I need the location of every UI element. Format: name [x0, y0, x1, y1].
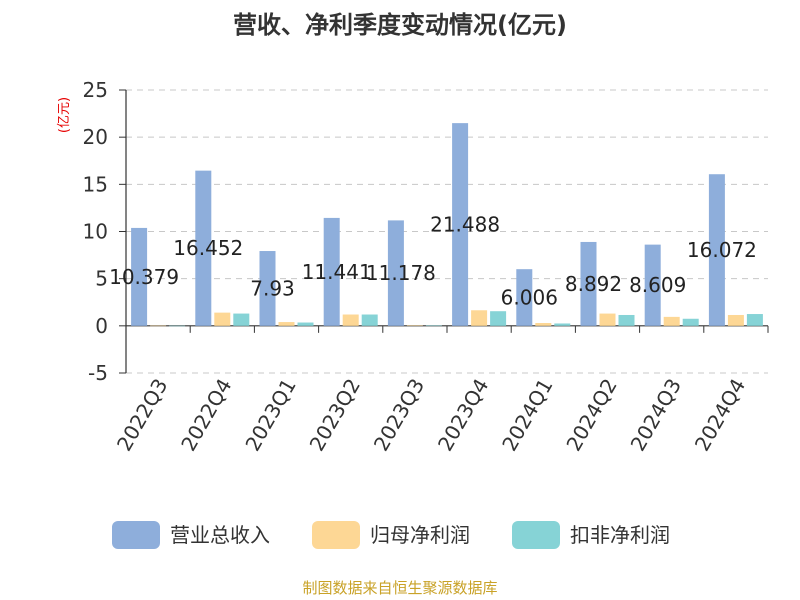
y-tick-label: 5: [95, 267, 108, 291]
bar-series-2: [425, 325, 442, 327]
bar-series-2: [169, 325, 186, 327]
legend: 营业总收入 归母净利润 扣非净利润: [112, 521, 670, 549]
y-tick-label: -5: [88, 361, 108, 385]
y-tick-label: 0: [95, 314, 108, 338]
legend-swatch-2: [512, 521, 560, 549]
bars: [131, 123, 763, 327]
bar-series-2: [233, 313, 250, 326]
x-tick-label: 2023Q2: [305, 374, 365, 455]
legend-swatch-0: [112, 521, 160, 549]
data-label: 11.178: [366, 261, 436, 285]
x-tick-label: 2024Q1: [497, 374, 557, 455]
data-label: 6.006: [501, 286, 558, 310]
bar-series-1: [663, 316, 680, 326]
bar-series-2: [361, 314, 378, 326]
gridlines: [126, 89, 768, 374]
bar-series-0: [387, 220, 404, 326]
bar-series-1: [471, 310, 488, 326]
legend-label-2: 扣非净利润: [570, 523, 670, 547]
bar-series-2: [746, 314, 763, 326]
bar-series-1: [150, 325, 167, 327]
bar-series-0: [131, 227, 148, 326]
data-label: 16.072: [687, 238, 757, 262]
bar-series-2: [490, 311, 507, 326]
legend-label-0: 营业总收入: [170, 523, 270, 547]
y-tick-label: 25: [83, 78, 108, 102]
bar-series-1: [214, 312, 231, 326]
x-tick-label: 2024Q2: [561, 374, 621, 455]
bar-series-0: [516, 269, 533, 326]
bar-series-0: [259, 251, 276, 326]
y-tick-label: 20: [83, 125, 108, 149]
source-note: 制图数据来自恒生聚源数据库: [302, 579, 497, 597]
bar-series-1: [727, 314, 744, 326]
y-tick-label: 10: [83, 220, 108, 244]
bar-series-2: [682, 318, 699, 326]
chart-title: 营收、净利季度变动情况(亿元): [233, 11, 567, 39]
bar-series-0: [708, 174, 725, 326]
legend-label-1: 归母净利润: [370, 523, 470, 547]
x-tick-label: 2023Q1: [240, 374, 300, 455]
bar-series-0: [644, 244, 661, 326]
x-tick-label: 2022Q3: [112, 374, 172, 455]
y-tick-label: 15: [83, 172, 108, 196]
x-tick-label: 2023Q4: [433, 374, 493, 455]
x-tick-label: 2023Q3: [369, 374, 429, 455]
x-tick-label: 2024Q3: [626, 374, 686, 455]
data-label: 8.609: [629, 273, 686, 297]
x-tick-label: 2024Q4: [690, 374, 750, 455]
bar-series-1: [406, 325, 423, 326]
bar-series-2: [554, 323, 571, 326]
x-tick-label: 2022Q4: [176, 374, 236, 455]
data-label: 11.441: [302, 260, 372, 284]
bar-series-1: [278, 322, 295, 326]
bar-series-1: [599, 313, 616, 326]
legend-swatch-1: [312, 521, 360, 549]
y-axis-ticks: 25 20 15 10 5 0 -5: [83, 78, 126, 385]
bar-series-0: [580, 241, 597, 326]
data-label: 16.452: [173, 236, 243, 260]
y-axis-label: (亿元): [57, 97, 72, 133]
bar-series-0: [323, 217, 340, 326]
x-axis-ticks: 2022Q3 2022Q4 2023Q1 2023Q2 2023Q3 2023Q4 2024…: [112, 325, 769, 455]
bar-series-0: [195, 170, 212, 326]
data-label: 21.488: [430, 212, 500, 236]
data-label: 7.93: [250, 276, 295, 300]
bar-series-0: [452, 123, 469, 326]
data-label: 10.379: [109, 265, 179, 289]
bar-series-2: [618, 314, 635, 326]
data-label: 8.892: [565, 272, 622, 296]
bar-series-1: [342, 314, 359, 326]
bar-series-1: [535, 323, 552, 326]
bar-series-2: [297, 322, 314, 326]
